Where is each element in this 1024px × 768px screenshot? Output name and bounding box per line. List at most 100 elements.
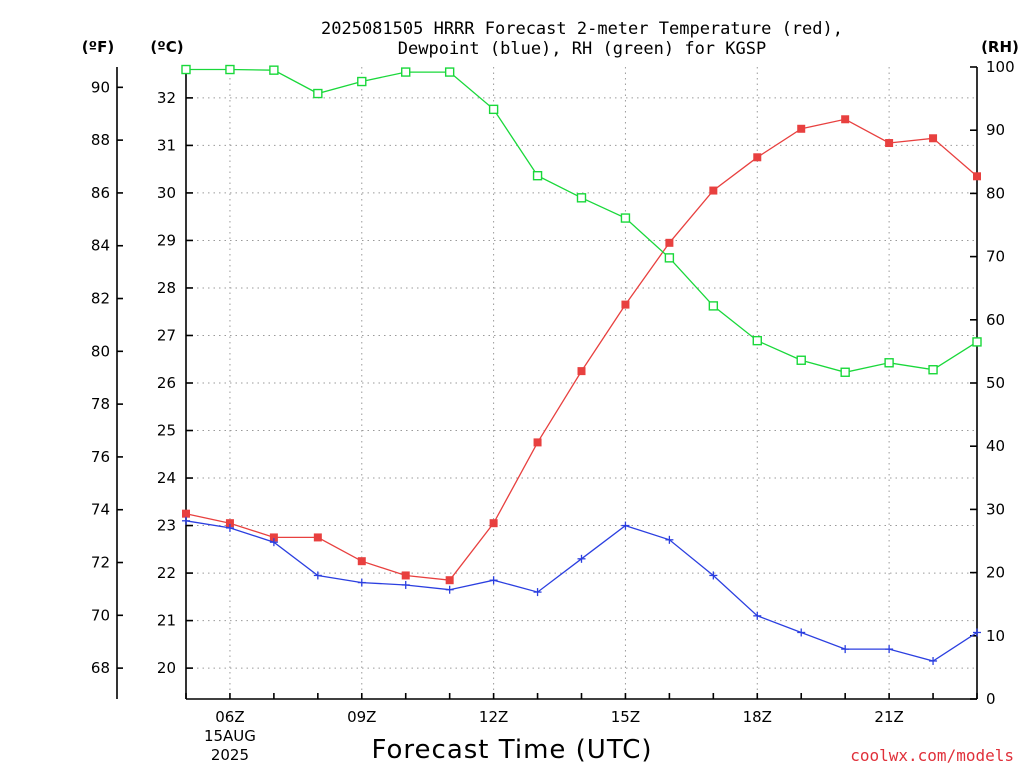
data-point	[929, 134, 938, 143]
series-line	[185, 118, 978, 581]
data-point	[841, 645, 850, 654]
time-tick-label: 09Z	[347, 708, 376, 726]
celsius-tick-label: 31	[157, 136, 176, 154]
rh-tick-label: 20	[986, 564, 1005, 582]
rh-tick-label: 50	[986, 374, 1005, 392]
data-point	[533, 588, 542, 597]
tick-labels: 68 70 72 74 76 78 80 82 84 86 88 90 20 21 22 23 24 25 26 27…	[91, 58, 1015, 764]
data-point	[752, 335, 762, 346]
data-point	[577, 554, 586, 563]
data-point	[841, 115, 850, 124]
rh-tick-label: 30	[986, 500, 1005, 518]
series-2	[182, 516, 981, 665]
chart-title-line1: 2025081505 HRRR Forecast 2-meter Tempera…	[321, 19, 843, 39]
data-point	[665, 238, 674, 247]
data-point	[797, 124, 806, 133]
data-point	[488, 104, 499, 115]
rh-tick-label: 100	[986, 58, 1015, 76]
celsius-tick-label: 20	[157, 659, 176, 677]
series-line	[185, 520, 978, 662]
data-point	[489, 519, 498, 528]
rh-tick-label: 0	[986, 690, 996, 708]
fahrenheit-tick-label: 82	[91, 290, 110, 308]
series-1	[182, 115, 981, 585]
rh-tick-label: 10	[986, 627, 1005, 645]
data-point	[664, 253, 675, 263]
fahrenheit-tick-label: 88	[91, 131, 110, 149]
celsius-tick-label: 25	[157, 422, 176, 440]
data-point	[401, 571, 410, 580]
series-line	[186, 68, 978, 373]
celsius-tick-label: 32	[157, 89, 176, 107]
celsius-tick-label: 26	[157, 374, 176, 392]
data-point	[885, 645, 894, 654]
fahrenheit-tick-label: 76	[91, 448, 110, 466]
data-point	[665, 535, 674, 544]
data-point	[225, 64, 235, 75]
data-point	[840, 367, 850, 377]
celsius-tick-label: 21	[157, 612, 176, 630]
data-point	[533, 438, 542, 447]
data-point	[444, 67, 455, 77]
time-tick-label: 12Z	[479, 708, 508, 726]
fahrenheit-tick-label: 84	[91, 237, 110, 255]
grid	[186, 67, 977, 699]
data-point	[929, 656, 938, 665]
data-point	[445, 576, 454, 585]
celsius-axis-label: (ºC)	[150, 38, 183, 56]
rh-tick-label: 70	[986, 248, 1005, 266]
data-point	[401, 580, 410, 589]
fahrenheit-tick-label: 80	[91, 342, 110, 360]
data-point	[620, 213, 631, 223]
data-point	[708, 301, 719, 311]
data-point	[357, 557, 366, 566]
celsius-tick-label: 23	[157, 517, 176, 535]
data-point	[577, 367, 586, 376]
rh-tick-label: 90	[986, 121, 1005, 139]
rh-tick-label: 60	[986, 311, 1005, 329]
data-point	[182, 516, 190, 525]
data-point	[973, 172, 981, 181]
time-tick-label: 06Z	[215, 708, 244, 726]
data-point	[357, 578, 366, 587]
data-point	[928, 365, 938, 375]
data-point	[797, 628, 806, 637]
data-point	[357, 76, 367, 87]
time-tick-label: 21Z	[874, 708, 903, 726]
data-point	[445, 585, 454, 594]
celsius-tick-label: 22	[157, 564, 176, 582]
data-point	[973, 628, 981, 637]
data-point	[313, 88, 323, 99]
data-point	[532, 171, 543, 181]
data-point	[576, 193, 587, 203]
data-point	[885, 139, 894, 148]
year-tick-label: 2025	[211, 746, 249, 764]
time-tick-label: 18Z	[743, 708, 772, 726]
data-point	[753, 153, 762, 162]
x-axis-label: Forecast Time (UTC)	[371, 735, 652, 765]
data-point	[621, 521, 630, 530]
time-tick-label: 15Z	[611, 708, 640, 726]
fahrenheit-tick-label: 74	[91, 501, 110, 519]
date-tick-label: 15AUG	[204, 727, 256, 745]
celsius-tick-label: 30	[157, 184, 176, 202]
celsius-tick-label: 24	[157, 469, 176, 487]
rh-axis-label: (RH)	[981, 38, 1019, 56]
data-point	[313, 571, 322, 580]
fahrenheit-tick-label: 90	[91, 78, 110, 96]
data-point	[489, 576, 498, 585]
data-point	[709, 571, 718, 580]
fahrenheit-axis-label: (ºF)	[82, 38, 114, 56]
data-point	[884, 358, 894, 368]
fahrenheit-tick-label: 70	[91, 606, 110, 624]
data-point	[225, 523, 234, 532]
rh-tick-label: 40	[986, 437, 1005, 455]
fahrenheit-tick-label: 86	[91, 184, 110, 202]
fahrenheit-tick-label: 72	[91, 554, 110, 572]
chart-title-line2: Dewpoint (blue), RH (green) for KGSP	[398, 39, 766, 59]
series	[181, 64, 982, 665]
data-point	[753, 611, 762, 620]
data-point	[796, 355, 806, 365]
series-3	[181, 64, 982, 377]
